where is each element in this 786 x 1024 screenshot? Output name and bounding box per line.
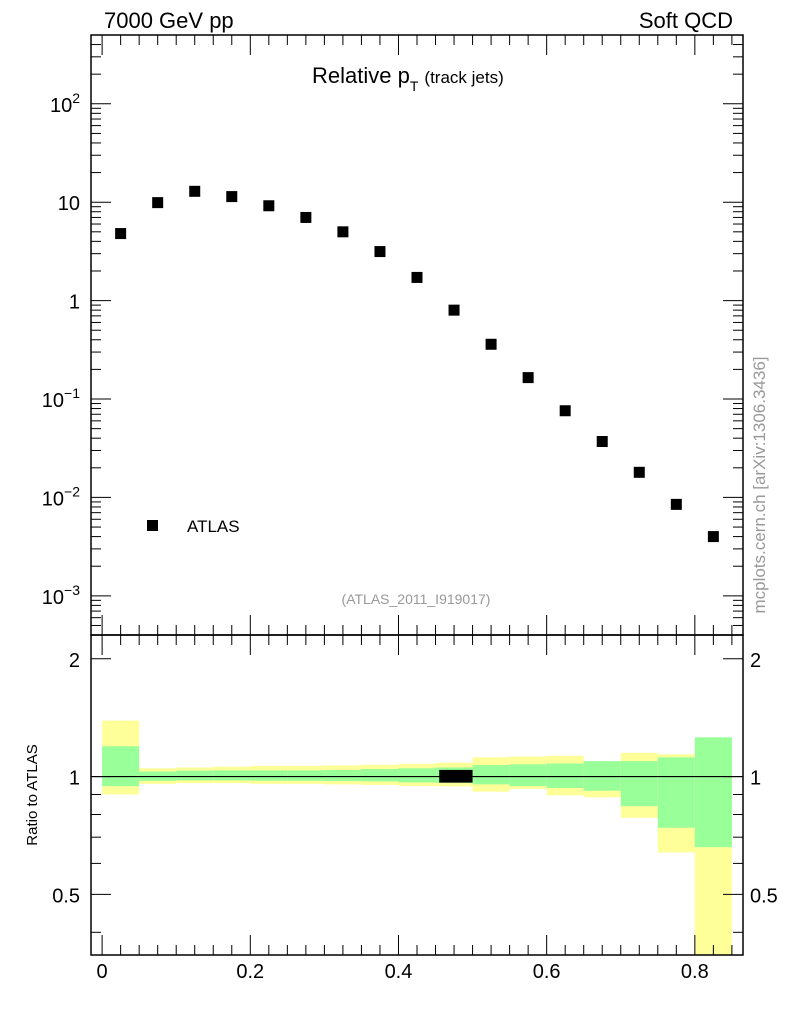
plot-title: Relative pT (track jets) (312, 63, 504, 94)
data-point (337, 226, 349, 238)
inner-band-bin (694, 737, 732, 848)
data-point (115, 228, 127, 240)
data-point (485, 338, 497, 350)
main-panel-ticks (91, 34, 743, 636)
inner-band-bin (472, 765, 510, 785)
main-panel-y-tick-labels: 10−3 10−2 10−1 1 10 102 (42, 90, 80, 609)
y-tick-label: 10−1 (42, 385, 80, 412)
ratio-y-tick-label-left: 1 (69, 768, 80, 790)
inner-band-bin (509, 764, 547, 787)
ratio-y-tick-label-left: 0.5 (52, 885, 80, 907)
inner-band-bin (250, 770, 288, 781)
x-tick-label: 0.8 (681, 961, 709, 983)
y-tick-label: 1 (69, 292, 80, 314)
legend-label: ATLAS (187, 517, 240, 536)
x-tick-label: 0.4 (385, 961, 413, 983)
data-point (300, 211, 312, 223)
inner-band-bin (583, 761, 621, 791)
analysis-tag: (ATLAS_2011_I919017) (342, 591, 491, 607)
atlas-data-points (115, 185, 719, 543)
legend-marker (147, 520, 158, 531)
y-tick-label: 10 (58, 193, 80, 215)
main-panel: 10−3 10−2 10−1 1 10 102 Relative pT (track jet… (42, 34, 744, 636)
data-point (522, 372, 534, 384)
ratio-y-axis-label: Ratio to ATLAS (24, 744, 41, 845)
ratio-y-tick-label-right: 1 (750, 768, 761, 790)
plot-title-subscript: T (410, 78, 419, 94)
inner-band-bin (324, 769, 362, 782)
ratio-y-tick-label-right: 0.5 (750, 885, 778, 907)
ratio-data-marker (439, 769, 473, 783)
data-point (189, 185, 201, 197)
header-left-label: 7000 GeV pp (104, 8, 234, 33)
data-point (374, 246, 386, 258)
data-point (707, 531, 719, 543)
inner-band-bin (657, 757, 695, 828)
x-tick-label: 0.2 (236, 961, 264, 983)
ratio-panel-y-tick-labels: 0.5 0.5 1 1 2 2 (52, 650, 778, 908)
data-point (152, 197, 164, 209)
data-point (263, 200, 275, 212)
data-point (596, 436, 608, 448)
inner-band-bin (361, 769, 399, 782)
ratio-panel: 0.5 0.5 1 1 2 2 0 0.2 0.4 0.6 0.8 Ratio to ATLAS (24, 634, 778, 983)
y-tick-label: 10−2 (42, 483, 80, 510)
x-tick-label: 0 (97, 961, 108, 983)
inner-band-bin (620, 761, 658, 807)
ratio-y-tick-label-right: 2 (750, 650, 761, 672)
ratio-bands (91, 720, 743, 955)
data-point (226, 191, 238, 203)
ratio-y-tick-label-left: 2 (69, 650, 80, 672)
inner-band-bin (398, 768, 436, 783)
inner-band-bin (546, 763, 584, 788)
data-point (559, 405, 571, 417)
inner-band-bin (102, 746, 140, 787)
plot-title-suffix: (track jets) (424, 68, 503, 87)
y-tick-label: 10−3 (42, 582, 80, 609)
inner-band-bin (176, 770, 214, 781)
y-tick-label: 102 (50, 90, 80, 117)
ratio-panel-frame (90, 634, 744, 956)
data-point (411, 271, 423, 283)
data-point (670, 498, 682, 510)
data-point (448, 304, 460, 316)
x-axis-tick-labels: 0 0.2 0.4 0.6 0.8 (97, 961, 709, 983)
plot-title-main: Relative p (312, 63, 410, 88)
inner-band-bin (287, 770, 325, 781)
side-watermark-label: mcplots.cern.ch [arXiv:1306.3436] (750, 356, 769, 613)
main-panel-frame (90, 34, 744, 636)
inner-band-bin (213, 770, 251, 781)
data-point (633, 466, 645, 478)
ratio-panel-ticks (91, 635, 743, 955)
x-tick-label: 0.6 (533, 961, 561, 983)
header-right-label: Soft QCD (639, 8, 733, 33)
